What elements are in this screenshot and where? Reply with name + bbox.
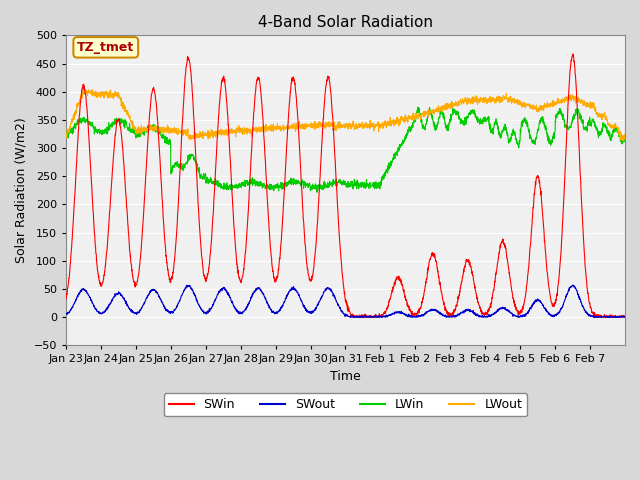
Title: 4-Band Solar Radiation: 4-Band Solar Radiation (258, 15, 433, 30)
X-axis label: Time: Time (330, 370, 361, 383)
Legend: SWin, SWout, LWin, LWout: SWin, SWout, LWin, LWout (164, 394, 527, 417)
Y-axis label: Solar Radiation (W/m2): Solar Radiation (W/m2) (15, 118, 28, 263)
Text: TZ_tmet: TZ_tmet (77, 41, 134, 54)
